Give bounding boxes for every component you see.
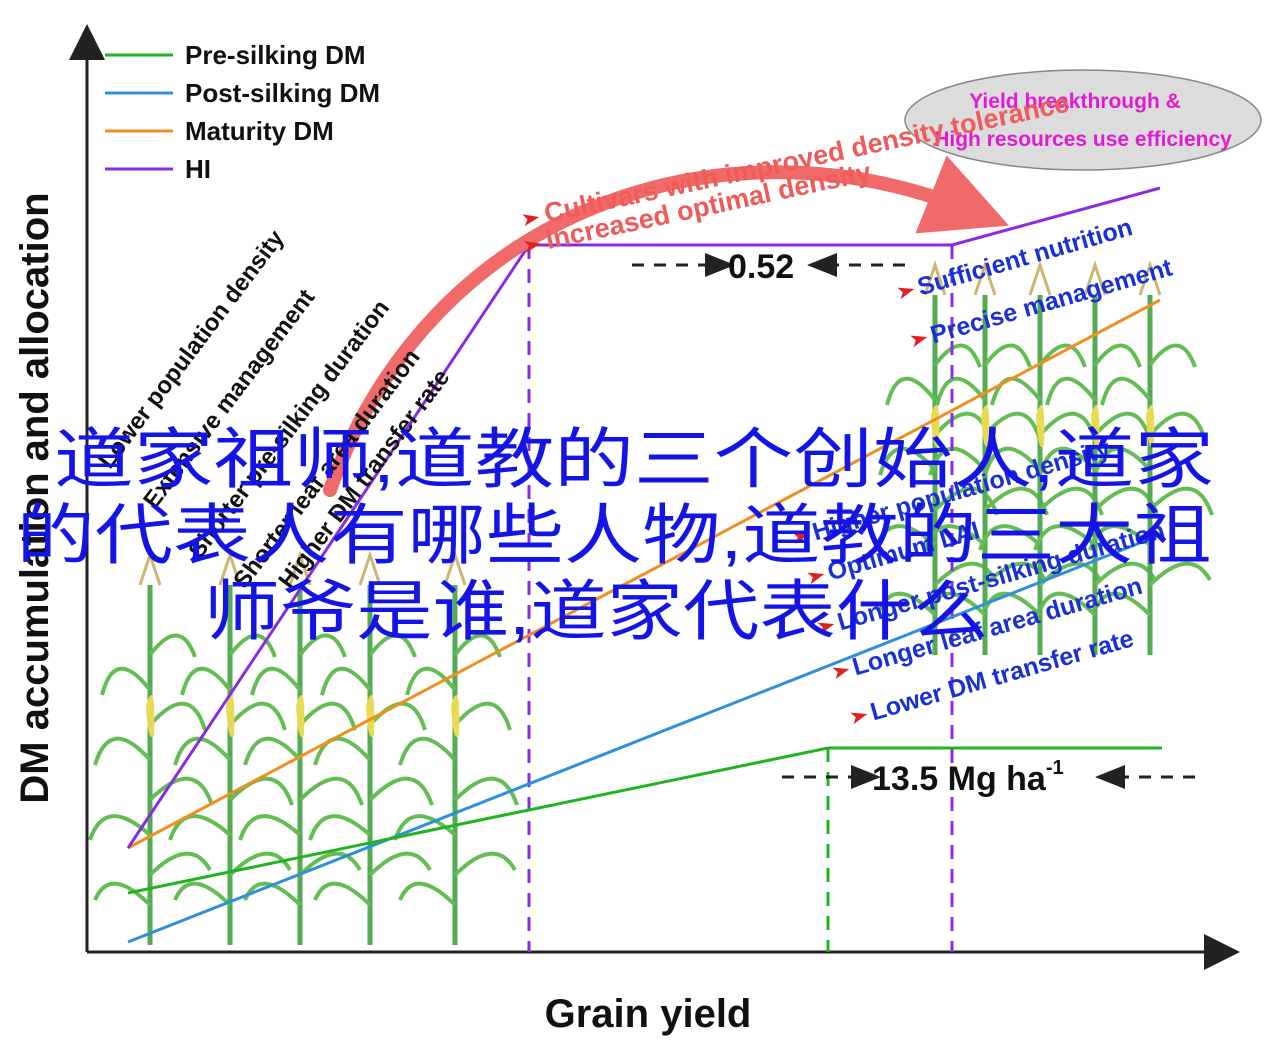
series-line-post-silking-dm [127,533,1161,944]
ellipse-line1: Yield breakthrough & [969,90,1181,113]
series-line-pre-silking-dm [127,746,1162,895]
right-factors-top: Sufficient nutrition Precise management [897,213,1176,349]
y-axis-title: DM accumulation and allocation [13,192,57,803]
hi-gap-value: 0.52 [728,248,794,286]
legend-label-post-silking: Post-silking DM [185,78,380,108]
legend-label-maturity: Maturity DM [185,116,334,146]
series-line-maturity-dm [127,298,1161,850]
x-axis-title: Grain yield [545,992,752,1036]
overlay-title-line-3: 师爷是谁,道家代表什么 [204,574,989,648]
red-arrow-icon [850,708,869,725]
outcome-ellipse [904,69,1262,171]
red-arrow-icon [832,663,851,680]
ellipse-line2: High resources use efficiency [934,128,1232,151]
arc-arrow-icon [323,155,1010,497]
legend-label-pre-silking: Pre-silking DM [185,40,366,70]
series-line-hi [126,186,1161,849]
overlay-title-line-2: 的代表人有哪些人物,道教的三大祖 [17,498,1212,572]
red-arrow-icon [897,283,916,300]
legend-label-hi: HI [185,154,211,184]
red-arrow-icon [910,331,929,348]
red-arrow-icon [522,211,541,227]
legend: Pre-silking DM Post-silking DM Maturity … [105,40,380,184]
yield-value: 13.5 Mg ha-1 [872,757,1064,798]
overlay-title-line-1: 道家祖师,道教的三个创始人,道家 [54,422,1214,496]
overlay-title: 道家祖师,道教的三个创始人,道家 的代表人有哪些人物,道教的三大祖 师爷是谁,道… [17,422,1215,648]
